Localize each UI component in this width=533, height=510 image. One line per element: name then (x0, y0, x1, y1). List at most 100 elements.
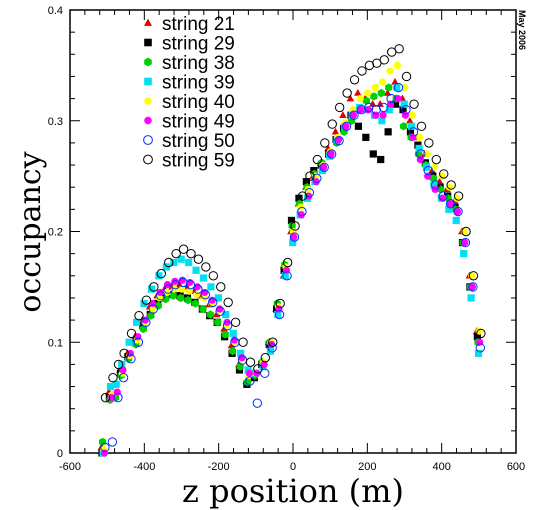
data-point (377, 88, 385, 98)
data-point (393, 83, 401, 92)
data-point (356, 95, 364, 103)
data-point (386, 67, 394, 75)
y-tick-label: 0.4 (48, 5, 63, 17)
x-axis-title: z position (m) (182, 472, 404, 510)
data-point (215, 306, 225, 316)
data-point (461, 226, 471, 237)
legend-label: string 50 (162, 131, 235, 152)
data-point (207, 283, 215, 291)
data-point (305, 171, 315, 181)
data-point (245, 357, 256, 367)
data-point (408, 111, 416, 119)
data-point (453, 206, 463, 217)
data-point (408, 122, 416, 130)
data-point (416, 149, 426, 159)
data-point (155, 291, 166, 301)
data-point (199, 274, 208, 282)
data-point (349, 110, 359, 120)
data-point (473, 333, 481, 341)
data-point (371, 83, 379, 92)
legend-entry: string 50 (143, 131, 235, 152)
data-point (119, 366, 127, 374)
data-point (378, 102, 389, 113)
series-string-39 (99, 83, 483, 457)
data-point (125, 338, 133, 346)
data-point (297, 191, 308, 201)
data-point (107, 437, 118, 447)
data-point (430, 181, 438, 189)
legend-label: string 59 (162, 151, 235, 172)
data-point (148, 305, 156, 313)
data-point (133, 337, 144, 347)
data-point (287, 216, 296, 225)
data-point (391, 77, 399, 85)
data-point (245, 376, 255, 386)
data-point (438, 191, 448, 201)
data-point (290, 233, 298, 241)
data-point (320, 138, 330, 148)
data-point (320, 163, 328, 171)
data-point (297, 211, 305, 219)
data-point (406, 128, 415, 136)
data-point (346, 94, 355, 102)
date-stamp: May 2006 (517, 10, 527, 50)
data-point (289, 232, 300, 242)
legend-label: string 38 (162, 53, 235, 74)
data-point (169, 291, 177, 300)
data-point (260, 360, 268, 368)
data-point (408, 127, 419, 137)
series-string-38 (98, 83, 482, 447)
data-point (391, 100, 400, 108)
data-point (435, 177, 444, 185)
legend-entry: string 21 (144, 14, 235, 35)
data-point (446, 200, 454, 208)
data-point (354, 122, 363, 130)
data-point (282, 271, 292, 281)
data-point (289, 238, 297, 247)
data-point (200, 289, 210, 300)
legend-entry: string 40 (144, 92, 235, 113)
data-point (415, 144, 423, 153)
data-point (431, 180, 441, 190)
data-point (400, 100, 408, 108)
data-point (191, 299, 200, 308)
data-point (312, 173, 322, 184)
data-point (385, 106, 393, 114)
series-string-50 (100, 82, 486, 453)
data-point (237, 349, 245, 357)
data-point (406, 116, 414, 124)
legend-label: string 29 (162, 34, 235, 55)
data-point (377, 155, 385, 164)
legend-label: string 49 (162, 112, 235, 133)
data-point (141, 295, 152, 305)
x-tick-label: 600 (507, 461, 525, 473)
data-point (184, 296, 192, 305)
legend-label: string 39 (162, 73, 235, 94)
data-point (423, 150, 431, 158)
data-point (266, 347, 275, 355)
data-point (409, 99, 419, 109)
data-point (141, 317, 151, 328)
data-point (422, 163, 431, 171)
data-point (126, 328, 137, 339)
data-point (193, 254, 204, 264)
data-point (221, 330, 229, 339)
data-point (423, 165, 433, 176)
data-point (268, 337, 278, 347)
data-point (171, 277, 179, 285)
data-point (368, 100, 377, 107)
data-point (399, 106, 407, 114)
y-axis-title: occupancy (13, 151, 48, 312)
legend-marker (143, 154, 153, 165)
data-point (222, 310, 230, 319)
data-point (223, 318, 231, 326)
data-point (304, 185, 312, 194)
data-point (200, 294, 208, 302)
data-point (357, 106, 365, 114)
data-point (305, 192, 313, 200)
series-string-40 (100, 61, 483, 454)
data-point (445, 205, 453, 213)
data-point (154, 301, 162, 310)
data-point (274, 309, 285, 320)
